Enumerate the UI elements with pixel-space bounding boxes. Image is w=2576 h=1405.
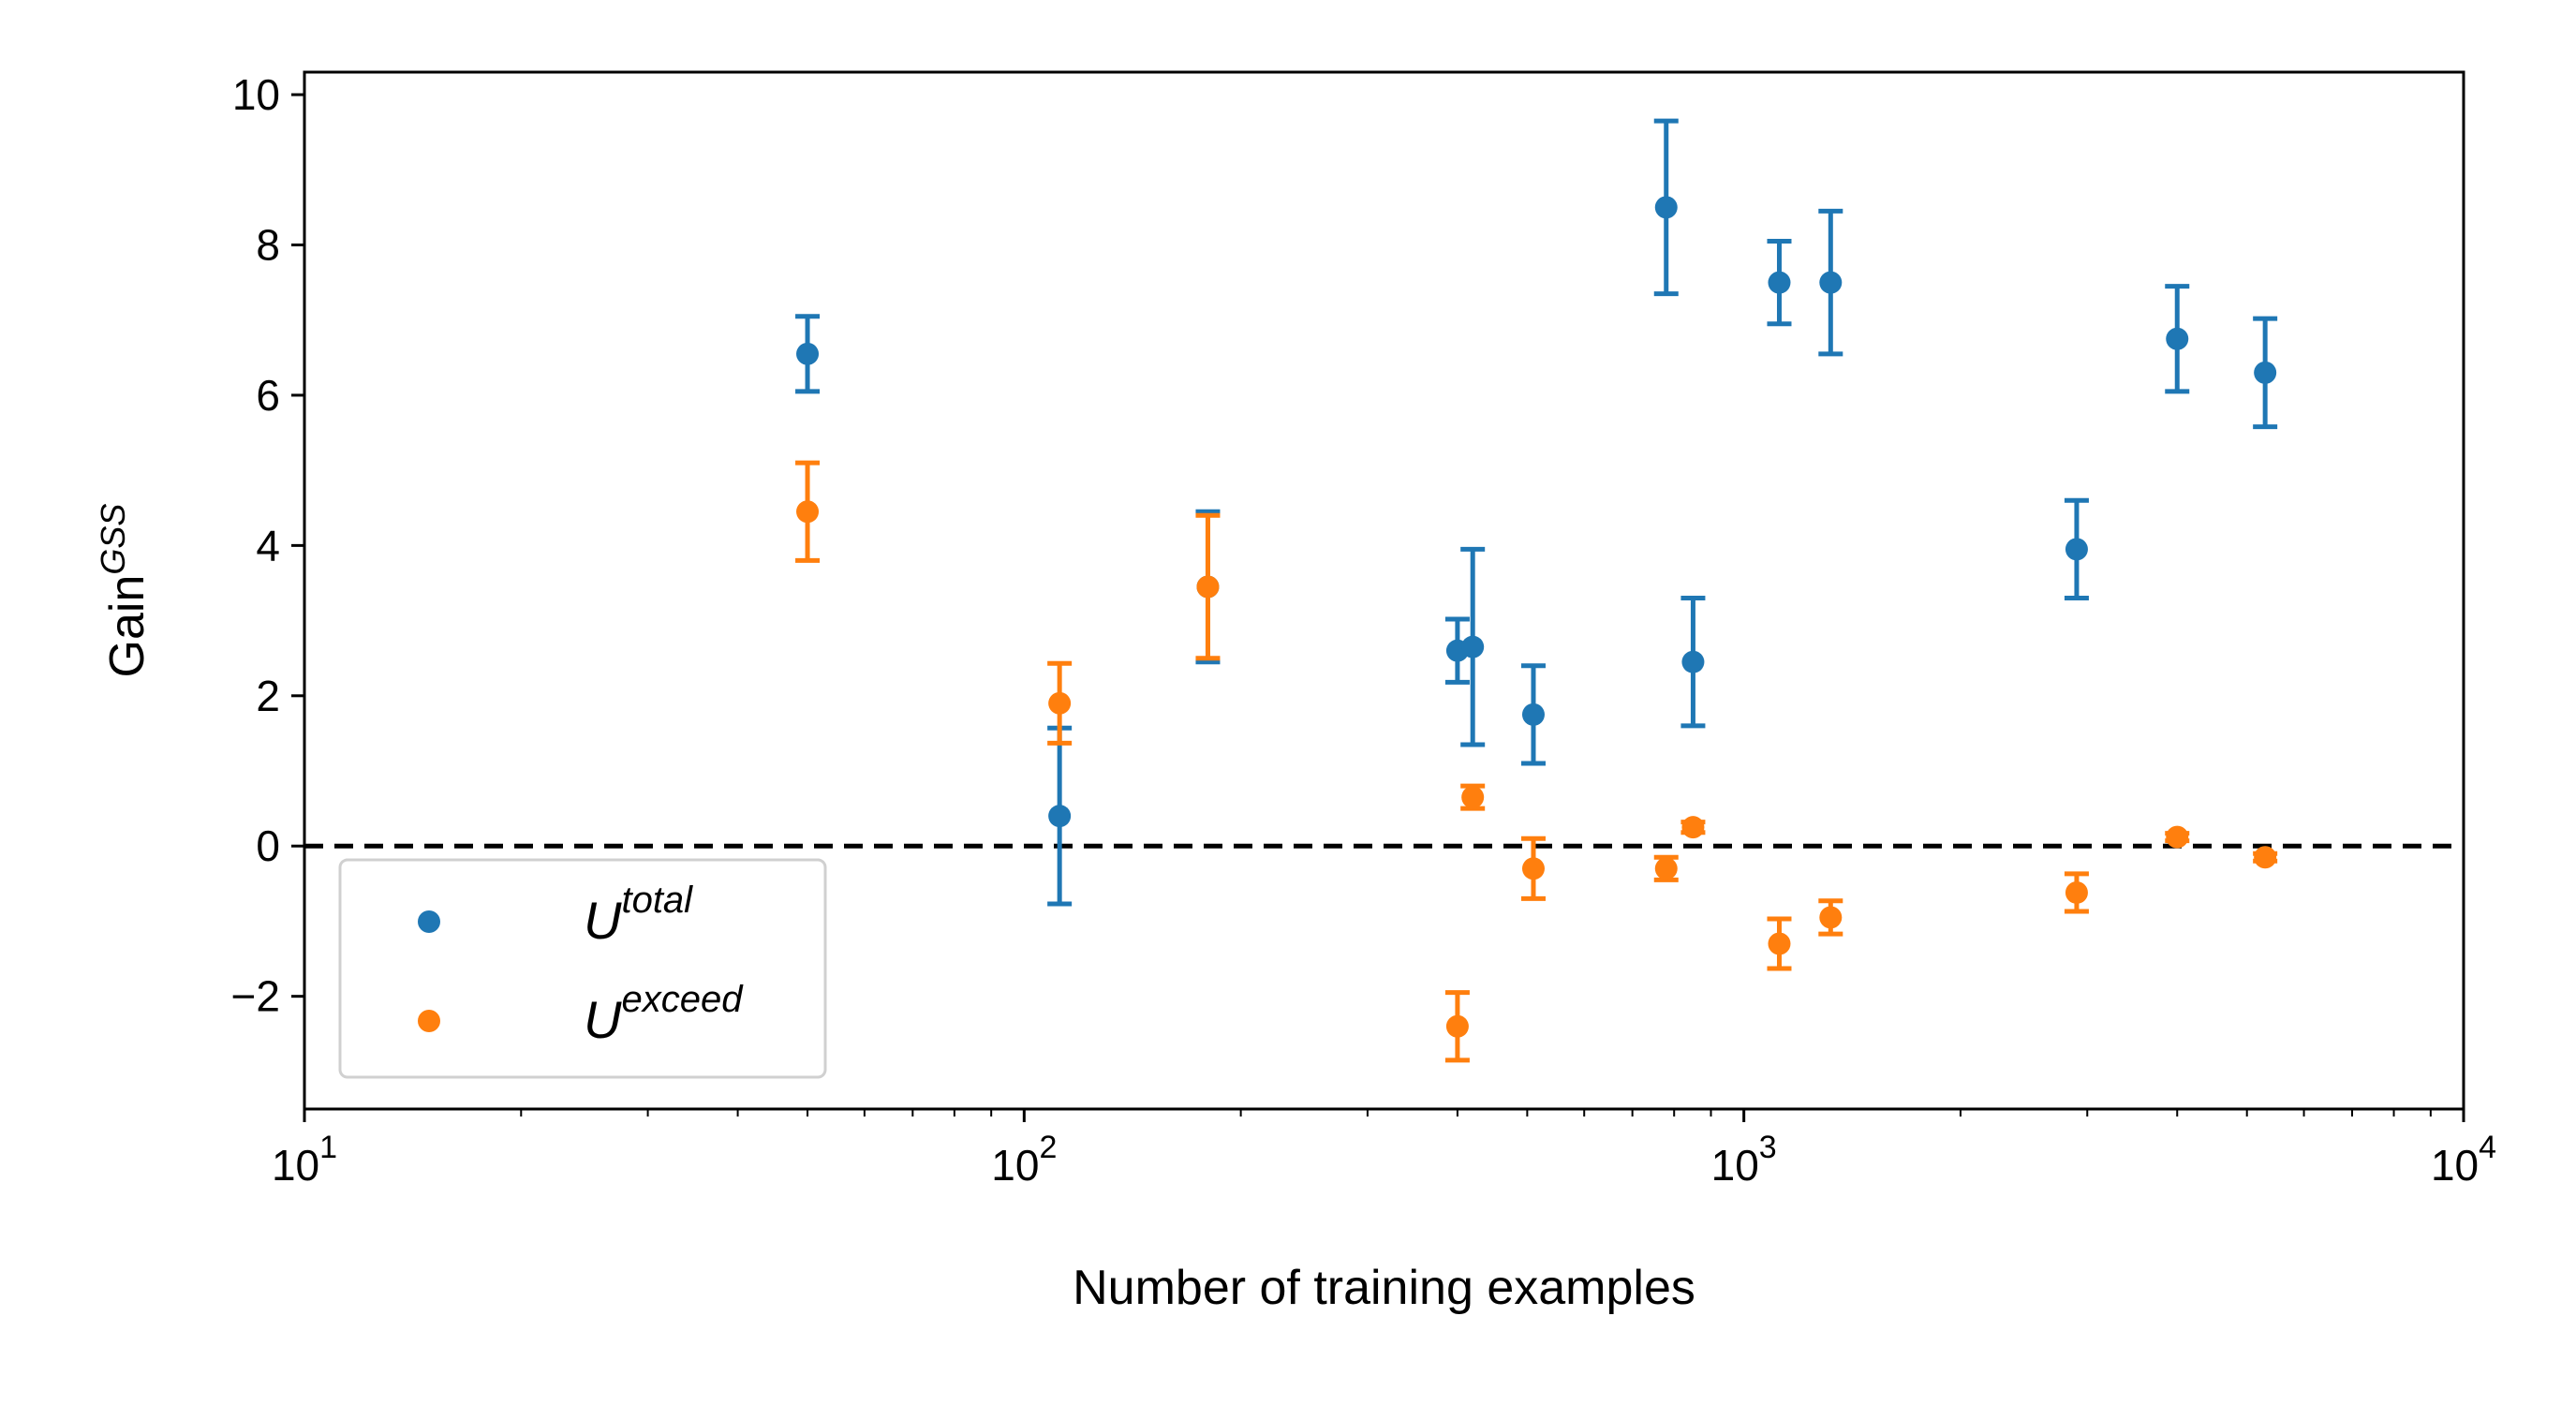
data-point-exceed	[1654, 857, 1678, 880]
data-point-exceed	[1768, 932, 1791, 955]
y-tick-label: 6	[256, 371, 280, 420]
data-point-total	[1681, 650, 1705, 673]
data-point-total	[1768, 271, 1791, 294]
axis-labels: Number of training examples GainGSS	[94, 504, 1695, 1315]
legend-box	[338, 858, 827, 1079]
legend-label-exceed: Uexceed	[584, 979, 744, 1049]
data-point-exceed	[1819, 906, 1843, 929]
legend-marker-exceed	[418, 1010, 440, 1032]
y-tick-label: 4	[256, 521, 280, 569]
y-tick-label: −2	[231, 972, 280, 1021]
data-point-exceed	[796, 500, 820, 524]
axis-ticks: −2 0 2 4 6 8 10 101 102 103 104	[231, 70, 2497, 1190]
data-point-total	[1819, 271, 1843, 294]
data-point-total	[1461, 635, 1485, 658]
legend-marker-total	[418, 910, 440, 933]
data-point-total	[2254, 361, 2277, 384]
data-point-exceed	[1445, 1014, 1469, 1038]
data-point-exceed	[2065, 880, 2088, 904]
x-tick-label: 103	[1711, 1130, 1777, 1190]
data-point-exceed	[1681, 816, 1705, 839]
data-point-total	[796, 342, 820, 365]
data-point-exceed	[1048, 691, 1072, 715]
y-tick-label: 10	[232, 70, 280, 119]
x-tick-label: 102	[991, 1130, 1057, 1190]
x-axis-label: Number of training examples	[1073, 1261, 1695, 1315]
data-point-exceed	[2166, 825, 2189, 849]
data-point-exceed	[2254, 846, 2277, 869]
data-point-total	[1521, 702, 1545, 726]
y-tick-label: 0	[256, 821, 280, 870]
series-layer	[795, 118, 2278, 1063]
plot-frame	[303, 70, 2465, 1111]
x-tick-label: 104	[2431, 1130, 2496, 1190]
series-exceed	[795, 460, 2278, 1063]
data-point-total	[2065, 538, 2088, 561]
legend-label-total: Utotal	[584, 880, 693, 950]
series-total	[795, 118, 2278, 907]
data-point-total	[2166, 327, 2189, 350]
data-point-total	[1654, 196, 1678, 219]
data-point-total	[1048, 805, 1072, 828]
data-point-exceed	[1461, 786, 1485, 809]
y-tick-label: 8	[256, 221, 280, 270]
y-axis-label: GainGSS	[94, 504, 155, 678]
x-tick-label: 101	[272, 1130, 337, 1190]
data-point-exceed	[1521, 857, 1545, 880]
data-point-exceed	[1196, 575, 1220, 599]
y-tick-label: 2	[256, 672, 280, 720]
legend: Utotal Uexceed	[338, 858, 827, 1079]
